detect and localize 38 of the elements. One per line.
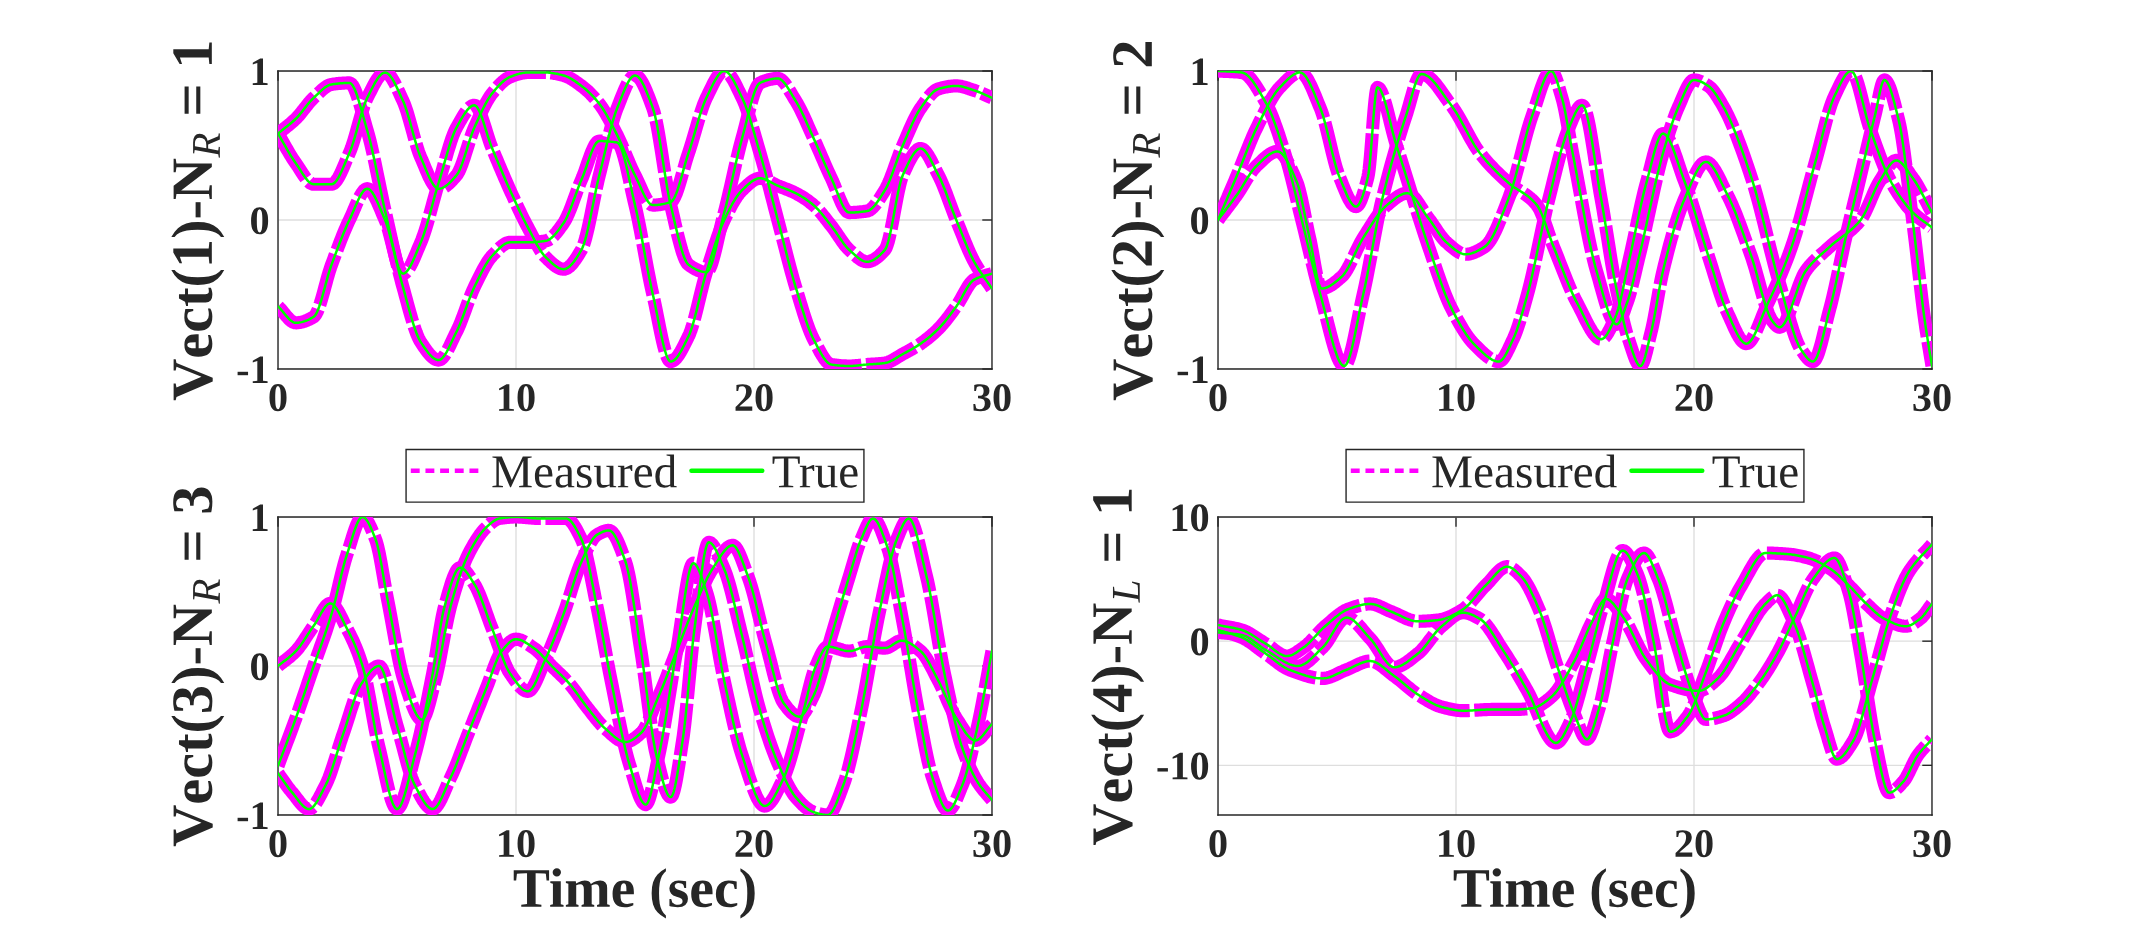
x-tick-label: 30 xyxy=(973,830,1011,858)
y-tick-label: 0 xyxy=(251,653,269,681)
y-axis-title: Vect(1)-N$_{R}$ = 1 xyxy=(171,42,225,401)
x-tick-label: 0 xyxy=(269,384,287,412)
y-axis-title: Vect(2)-N$_{R}$ = 2 xyxy=(1111,42,1165,401)
x-axis-title: Time (sec) xyxy=(513,868,755,919)
y-tick-label: -1 xyxy=(237,356,268,383)
x-axis-title: Time (sec) xyxy=(1453,868,1695,919)
x-tick-label: 20 xyxy=(1675,384,1713,412)
y-tick-label: 0 xyxy=(1191,628,1209,656)
y-tick-label: -1 xyxy=(1177,356,1208,383)
x-tick-label: 30 xyxy=(1913,384,1951,412)
x-tick-label: 20 xyxy=(735,830,773,858)
x-tick-label: 30 xyxy=(973,384,1011,412)
x-tick-label: 10 xyxy=(499,830,535,858)
legend-label: Measured xyxy=(492,454,677,488)
x-tick-label: 0 xyxy=(1209,830,1227,858)
y-tick-label: 0 xyxy=(251,207,269,235)
y-axis-title: Vect(4)-N$_{L}$ = 1 xyxy=(1091,489,1145,846)
y-axis-title: Vect(3)-N$_{R}$ = 3 xyxy=(171,487,225,847)
x-tick-label: 0 xyxy=(269,830,287,858)
x-tick-label: 0 xyxy=(1209,384,1227,412)
y-tick-label: 1 xyxy=(252,58,268,85)
x-tick-label: 10 xyxy=(1439,830,1475,858)
legend-label: Measured xyxy=(1432,454,1617,488)
x-tick-label: 20 xyxy=(735,384,773,412)
legend-label: True xyxy=(772,456,858,488)
x-tick-label: 30 xyxy=(1913,830,1951,858)
y-tick-label: 10 xyxy=(1172,504,1209,532)
x-tick-label: 10 xyxy=(499,384,535,412)
legend-label: True xyxy=(1712,456,1798,488)
y-tick-label: -1 xyxy=(237,802,268,829)
y-tick-label: -10 xyxy=(1157,752,1209,780)
x-tick-label: 20 xyxy=(1675,830,1713,858)
y-tick-label: 1 xyxy=(252,504,268,531)
x-tick-label: 10 xyxy=(1439,384,1475,412)
y-tick-label: 0 xyxy=(1191,207,1209,235)
y-tick-label: 1 xyxy=(1192,58,1208,85)
